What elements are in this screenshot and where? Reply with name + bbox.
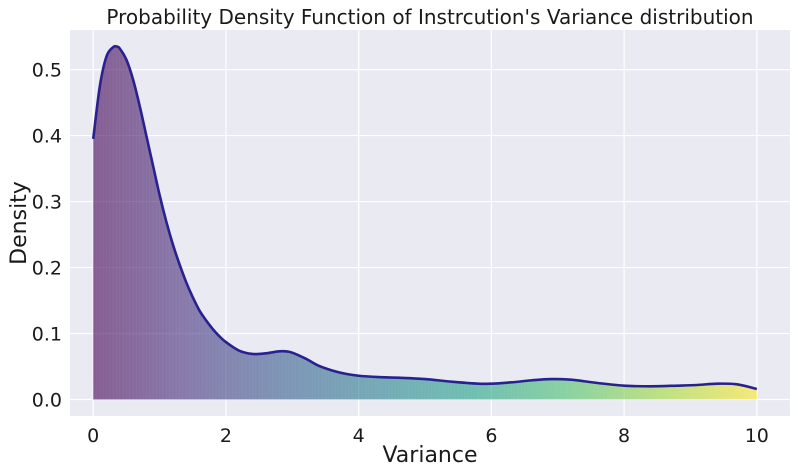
x-tick-label: 6	[485, 425, 497, 447]
density-line	[91, 44, 758, 391]
y-tick-label: 0.4	[32, 126, 62, 148]
density-curve	[91, 44, 758, 391]
x-tick-label: 10	[745, 425, 769, 447]
x-tick-label: 8	[618, 425, 630, 447]
tick-labels: 0 2 4 6 8 10 0.0 0.1 0.2 0.3 0.4 0.5	[32, 60, 769, 447]
chart-title: Probability Density Function of Instrcut…	[106, 5, 753, 29]
y-axis-label: Density	[7, 181, 32, 265]
density-area	[93, 46, 757, 400]
x-axis-label: Variance	[382, 443, 477, 468]
y-tick-label: 0.1	[32, 324, 62, 346]
y-tick-label: 0.2	[32, 258, 62, 280]
x-tick-label: 4	[353, 425, 365, 447]
x-tick-label: 2	[220, 425, 232, 447]
y-tick-label: 0.3	[32, 192, 62, 214]
y-tick-label: 0.0	[32, 390, 62, 412]
x-tick-label: 0	[87, 425, 99, 447]
y-tick-label: 0.5	[32, 60, 62, 82]
